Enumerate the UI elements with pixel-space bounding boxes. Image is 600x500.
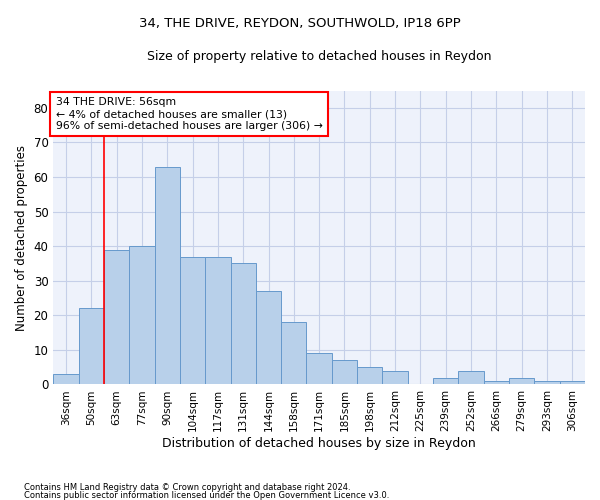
Text: 34, THE DRIVE, REYDON, SOUTHWOLD, IP18 6PP: 34, THE DRIVE, REYDON, SOUTHWOLD, IP18 6…: [139, 18, 461, 30]
Y-axis label: Number of detached properties: Number of detached properties: [15, 144, 28, 330]
X-axis label: Distribution of detached houses by size in Reydon: Distribution of detached houses by size …: [162, 437, 476, 450]
Bar: [307, 354, 332, 384]
Bar: [484, 381, 509, 384]
Bar: [535, 381, 560, 384]
Bar: [205, 256, 230, 384]
Bar: [129, 246, 155, 384]
Bar: [560, 381, 585, 384]
Bar: [79, 308, 104, 384]
Text: Contains public sector information licensed under the Open Government Licence v3: Contains public sector information licen…: [24, 490, 389, 500]
Bar: [104, 250, 129, 384]
Bar: [53, 374, 79, 384]
Bar: [155, 166, 180, 384]
Bar: [509, 378, 535, 384]
Bar: [382, 370, 408, 384]
Bar: [357, 367, 382, 384]
Bar: [281, 322, 307, 384]
Bar: [433, 378, 458, 384]
Bar: [180, 256, 205, 384]
Text: Contains HM Land Registry data © Crown copyright and database right 2024.: Contains HM Land Registry data © Crown c…: [24, 484, 350, 492]
Title: Size of property relative to detached houses in Reydon: Size of property relative to detached ho…: [147, 50, 491, 63]
Bar: [256, 291, 281, 384]
Bar: [230, 264, 256, 384]
Text: 34 THE DRIVE: 56sqm
← 4% of detached houses are smaller (13)
96% of semi-detache: 34 THE DRIVE: 56sqm ← 4% of detached hou…: [56, 98, 323, 130]
Bar: [332, 360, 357, 384]
Bar: [458, 370, 484, 384]
